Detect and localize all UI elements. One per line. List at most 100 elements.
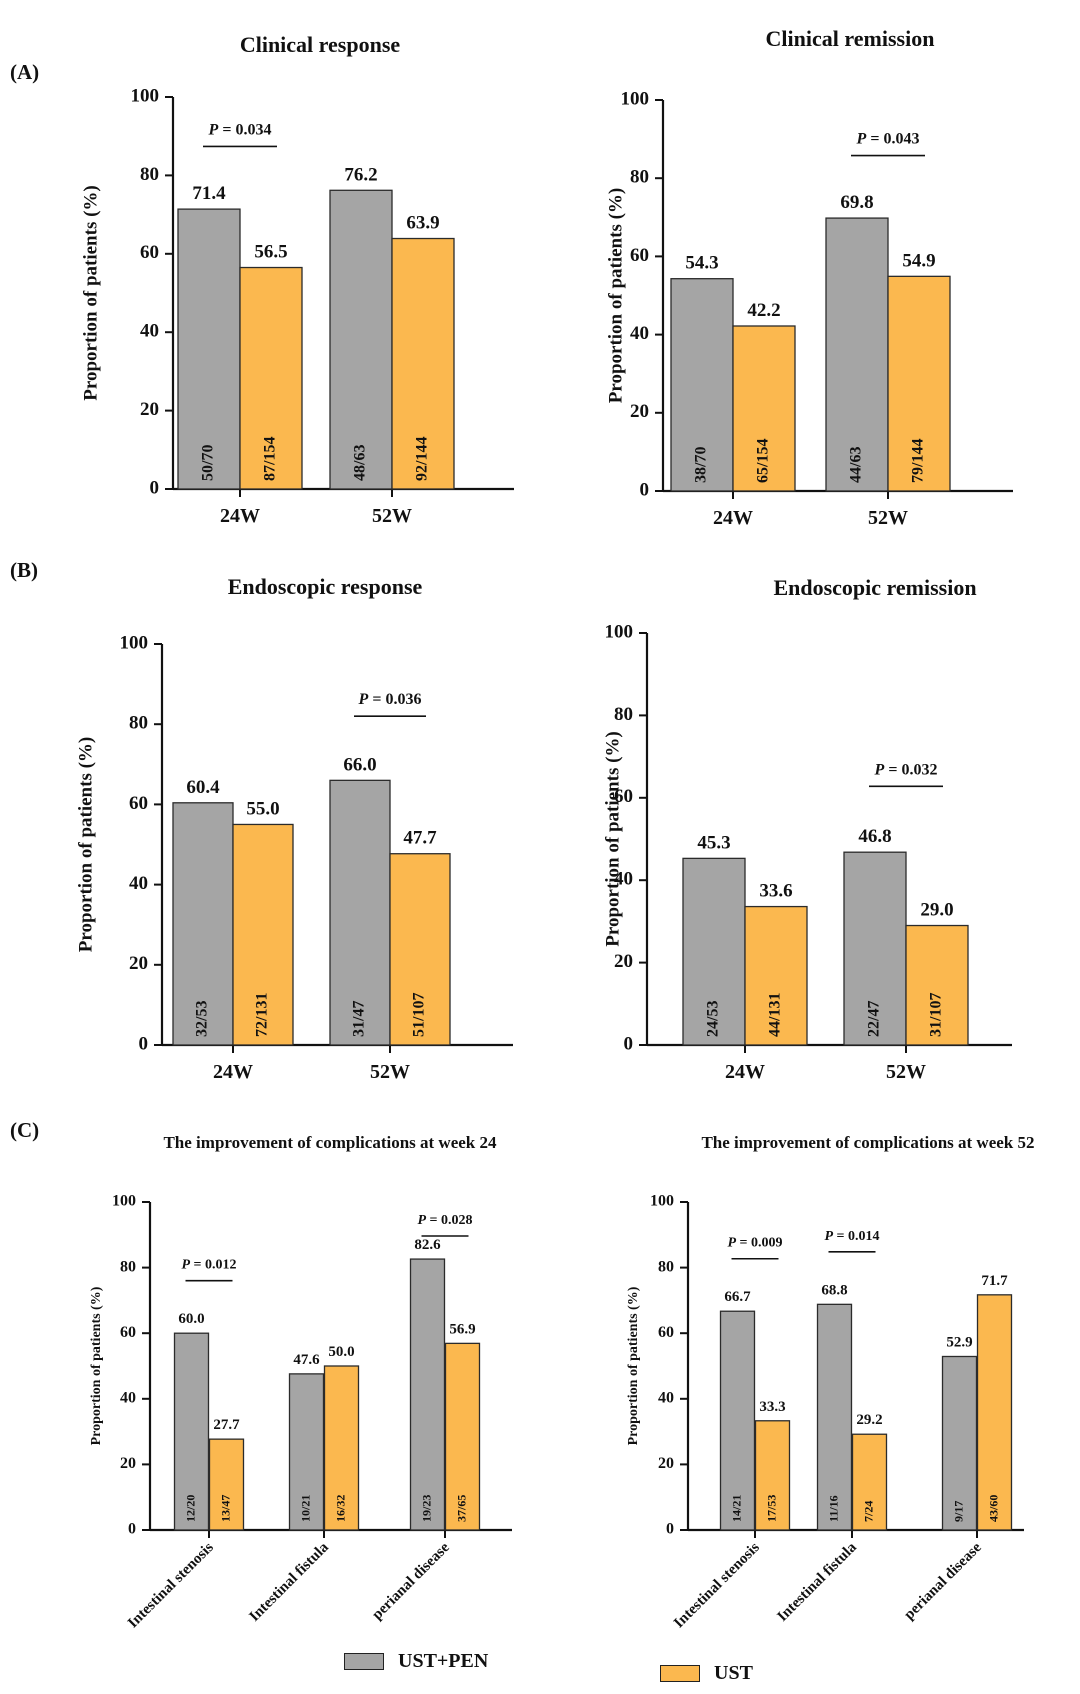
chart2-value-label: 54.3 bbox=[685, 253, 718, 274]
legend-swatch-ust-pen bbox=[344, 1653, 384, 1670]
chart4-count-label: 22/47 bbox=[866, 1001, 883, 1037]
chart2-title: Clinical remission bbox=[766, 26, 935, 51]
chart6-ytick-label: 20 bbox=[658, 1455, 674, 1472]
chart2-ytick-label: 80 bbox=[630, 167, 649, 188]
chart1-count-label: 87/154 bbox=[262, 437, 279, 481]
chart5-ytick-label: 0 bbox=[128, 1521, 136, 1538]
legend-item-ust: UST bbox=[660, 1662, 753, 1685]
chart6-bar-ust-pen bbox=[941, 1355, 978, 1531]
chart5-bar-ust bbox=[323, 1365, 360, 1531]
chart3-ytick-label: 100 bbox=[120, 632, 149, 653]
chart5-count-label: 37/65 bbox=[454, 1495, 468, 1522]
chart2-ytick-label: 0 bbox=[640, 479, 650, 500]
chart2-count-label: 38/70 bbox=[693, 447, 710, 483]
chart6-ytick-label: 0 bbox=[666, 1521, 674, 1538]
chart5-value-label: 82.6 bbox=[414, 1237, 441, 1253]
chart5-ytick-label: 100 bbox=[112, 1193, 136, 1210]
chart4-value-label: 46.8 bbox=[858, 826, 891, 847]
legend-item-ust-pen: UST+PEN bbox=[344, 1650, 488, 1673]
chart6-title: The improvement of complications at week… bbox=[701, 1133, 1034, 1152]
chart4-bar-ust-pen bbox=[682, 857, 746, 1046]
chart4-value-label: 33.6 bbox=[759, 881, 792, 902]
chart5-bar-ust-pen bbox=[288, 1373, 325, 1531]
chart6-ylabel: Proportion of patients (%) bbox=[626, 1286, 641, 1445]
chart2-ytick-label: 60 bbox=[630, 245, 649, 266]
chart1-count-label: 92/144 bbox=[414, 437, 431, 481]
chart4-bar-ust bbox=[905, 924, 969, 1046]
chart6-count-label: 43/60 bbox=[986, 1495, 1000, 1522]
chart1-ytick-label: 60 bbox=[140, 242, 159, 263]
chart1-category-label: 24W bbox=[220, 505, 260, 527]
chart4-count-label: 44/131 bbox=[767, 993, 784, 1037]
chart3-bar-ust bbox=[232, 823, 294, 1046]
chart1-value-label: 71.4 bbox=[192, 183, 226, 204]
chart1-value-label: 63.9 bbox=[406, 213, 439, 234]
chart4-ytick-label: 0 bbox=[624, 1033, 634, 1054]
chart1-ytick-label: 100 bbox=[131, 85, 160, 106]
chart6-p-value-label: P = 0.009 bbox=[727, 1236, 782, 1251]
chart5-ytick-label: 60 bbox=[120, 1324, 136, 1341]
chart2-bar-ust-pen bbox=[825, 217, 889, 492]
chart5-bar-ust-pen bbox=[409, 1258, 446, 1531]
chart2-count-label: 79/144 bbox=[910, 439, 927, 483]
chart3-count-label: 32/53 bbox=[194, 1001, 211, 1037]
chart3-count-label: 72/131 bbox=[254, 993, 271, 1037]
legend-label-ust-pen: UST+PEN bbox=[398, 1650, 489, 1672]
chart3-count-label: 51/107 bbox=[411, 993, 428, 1037]
chart6-ytick-label: 80 bbox=[658, 1258, 674, 1275]
chart4-bar-ust bbox=[744, 905, 808, 1046]
chart3-bar-ust bbox=[389, 853, 451, 1046]
chart6-count-label: 9/17 bbox=[951, 1501, 965, 1522]
chart2-count-label: 65/154 bbox=[755, 439, 772, 483]
chart1-value-label: 76.2 bbox=[344, 164, 377, 185]
chart5-bar-ust bbox=[444, 1342, 481, 1531]
chart2-category-label: 24W bbox=[713, 507, 753, 529]
chart6-value-label: 29.2 bbox=[856, 1412, 882, 1428]
chart5-value-label: 60.0 bbox=[178, 1311, 204, 1327]
chart2-bar-ust-pen bbox=[670, 278, 734, 492]
chart3-ytick-label: 0 bbox=[139, 1033, 149, 1054]
chart1-ylabel: Proportion of patients (%) bbox=[80, 185, 101, 401]
chart6-category-label: Intestinal stenosis bbox=[671, 1539, 763, 1631]
panel-label-c: (C) bbox=[10, 1118, 40, 1142]
chart4-title: Endoscopic remission bbox=[773, 575, 976, 600]
chart3-ytick-label: 60 bbox=[129, 793, 148, 814]
chart3-value-label: 66.0 bbox=[343, 754, 376, 775]
chart1-category-label: 52W bbox=[372, 505, 412, 527]
chart1-count-label: 48/63 bbox=[352, 445, 369, 481]
chart1-ytick-label: 0 bbox=[150, 477, 160, 498]
chart5-count-label: 13/47 bbox=[218, 1495, 232, 1522]
chart3-ylabel: Proportion of patients (%) bbox=[75, 737, 96, 953]
chart2-ylabel: Proportion of patients (%) bbox=[605, 188, 626, 404]
chart5-bar-ust-pen bbox=[173, 1332, 210, 1531]
chart1-value-label: 56.5 bbox=[254, 242, 287, 263]
chart6-value-label: 71.7 bbox=[981, 1273, 1008, 1289]
chart5-count-label: 19/23 bbox=[419, 1495, 433, 1522]
chart6-ytick-label: 40 bbox=[658, 1389, 674, 1406]
chart3-value-label: 60.4 bbox=[186, 777, 220, 798]
chart6-value-label: 33.3 bbox=[759, 1399, 785, 1415]
chart5-value-label: 47.6 bbox=[293, 1352, 320, 1368]
chart4-ytick-label: 60 bbox=[614, 786, 633, 807]
chart4-ytick-label: 80 bbox=[614, 704, 633, 725]
chart5-category-label: Intestinal stenosis bbox=[125, 1539, 217, 1631]
chart6-p-value-label: P = 0.014 bbox=[824, 1229, 879, 1244]
chart5-count-label: 12/20 bbox=[183, 1495, 197, 1522]
chart3-value-label: 47.7 bbox=[403, 828, 437, 849]
chart2-value-label: 42.2 bbox=[747, 300, 780, 321]
chart2-value-label: 69.8 bbox=[840, 192, 873, 213]
chart6-bar-ust bbox=[754, 1420, 791, 1531]
chart5-p-value-label: P = 0.028 bbox=[417, 1213, 472, 1228]
chart1-title: Clinical response bbox=[240, 32, 401, 57]
chart4-ylabel: Proportion of patients (%) bbox=[602, 731, 623, 947]
chart4-category-label: 52W bbox=[886, 1061, 926, 1083]
chart3-bar-ust-pen bbox=[172, 802, 234, 1046]
chart5-count-label: 10/21 bbox=[298, 1495, 312, 1522]
chart5-value-label: 50.0 bbox=[328, 1344, 354, 1360]
chart2-ytick-label: 100 bbox=[621, 88, 650, 109]
chart1-bar-ust bbox=[239, 266, 303, 490]
chart6-ytick-label: 100 bbox=[650, 1193, 674, 1210]
chart3-ytick-label: 40 bbox=[129, 873, 148, 894]
chart4-ytick-label: 40 bbox=[614, 869, 633, 890]
chart2-p-value-label: P = 0.043 bbox=[856, 131, 920, 148]
